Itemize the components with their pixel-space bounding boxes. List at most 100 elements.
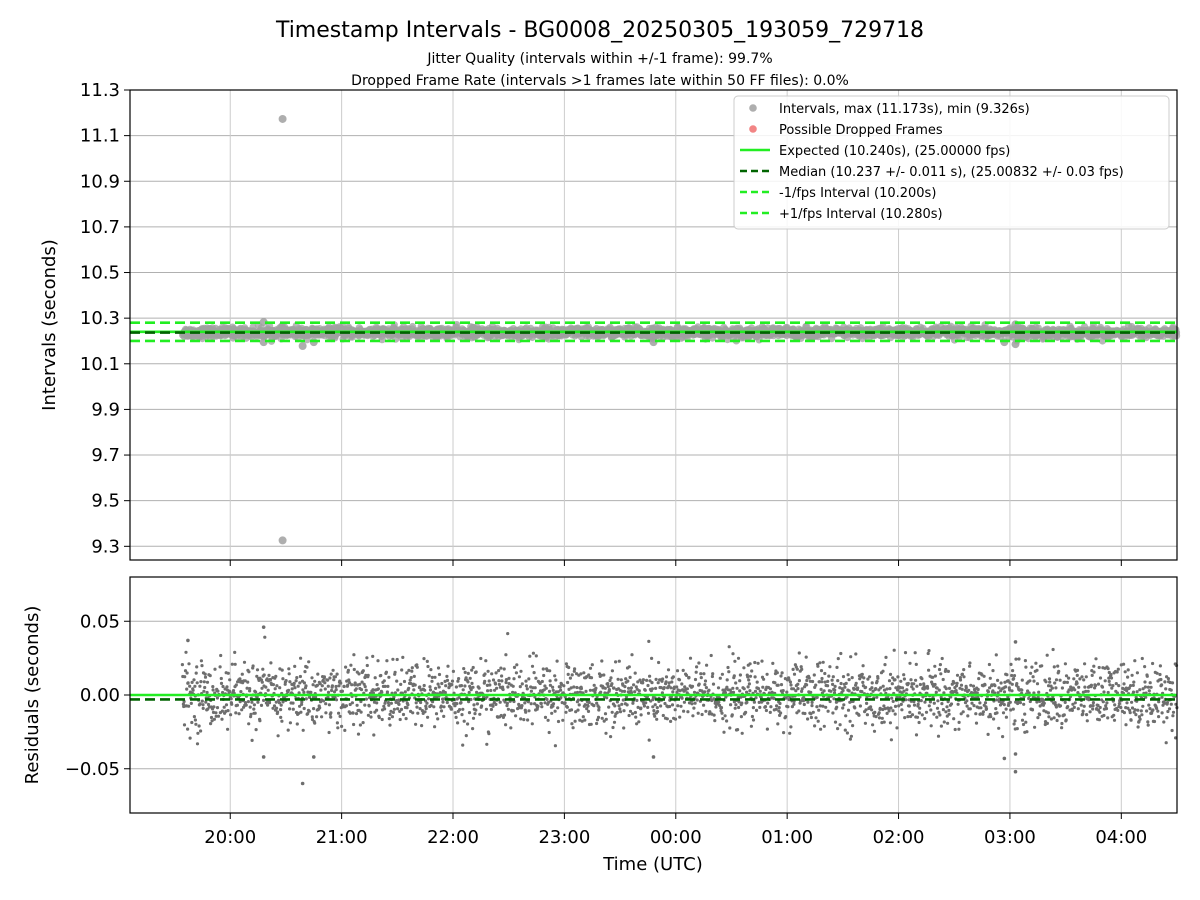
data-point bbox=[740, 731, 744, 735]
data-point bbox=[280, 668, 284, 672]
data-point bbox=[917, 720, 921, 725]
data-point bbox=[474, 670, 478, 674]
data-point bbox=[817, 708, 821, 712]
data-point bbox=[219, 676, 223, 681]
data-point bbox=[914, 662, 918, 667]
data-point bbox=[994, 653, 998, 657]
data-point bbox=[655, 717, 659, 721]
data-point bbox=[418, 685, 422, 689]
data-point bbox=[812, 673, 816, 677]
data-point bbox=[497, 679, 501, 683]
data-point bbox=[211, 685, 215, 689]
data-point bbox=[287, 688, 291, 692]
data-point bbox=[529, 702, 533, 706]
data-point bbox=[247, 722, 251, 726]
data-point bbox=[461, 743, 465, 747]
data-point bbox=[208, 674, 212, 678]
data-point bbox=[841, 706, 845, 710]
data-point bbox=[269, 661, 273, 665]
data-point bbox=[829, 689, 833, 693]
data-point bbox=[305, 665, 309, 669]
data-point bbox=[518, 685, 522, 689]
data-point bbox=[939, 724, 944, 728]
data-point bbox=[258, 719, 262, 723]
data-point bbox=[952, 681, 956, 685]
data-point bbox=[924, 710, 929, 714]
data-point bbox=[940, 702, 944, 706]
data-point bbox=[214, 711, 218, 715]
data-point bbox=[319, 688, 323, 692]
data-point bbox=[192, 715, 196, 719]
data-point bbox=[870, 686, 874, 690]
data-point bbox=[643, 688, 647, 692]
data-point bbox=[1011, 707, 1015, 711]
intervals-panel: 9.39.59.79.910.110.310.510.710.911.111.3… bbox=[39, 80, 1181, 566]
data-point bbox=[375, 683, 379, 687]
data-point bbox=[484, 659, 488, 663]
data-point bbox=[512, 677, 516, 681]
data-point bbox=[540, 705, 544, 709]
data-point bbox=[633, 690, 637, 694]
data-point bbox=[352, 667, 356, 672]
data-point bbox=[288, 680, 292, 684]
data-point bbox=[703, 679, 708, 683]
data-point bbox=[833, 720, 838, 724]
data-point bbox=[810, 704, 814, 708]
data-point bbox=[811, 710, 815, 714]
data-point bbox=[527, 677, 531, 681]
data-point bbox=[819, 687, 823, 692]
data-point bbox=[613, 704, 617, 708]
data-point bbox=[278, 686, 282, 690]
data-point bbox=[816, 719, 820, 723]
data-point bbox=[461, 688, 465, 692]
data-point bbox=[960, 687, 964, 691]
data-point bbox=[415, 665, 419, 669]
data-point bbox=[567, 665, 571, 670]
data-point bbox=[727, 670, 731, 674]
data-point bbox=[530, 722, 534, 726]
data-point bbox=[450, 679, 455, 683]
data-point bbox=[255, 668, 260, 672]
data-point bbox=[893, 712, 897, 716]
data-point bbox=[750, 669, 754, 673]
data-point bbox=[612, 720, 617, 724]
data-point bbox=[358, 723, 362, 727]
data-point bbox=[234, 711, 238, 715]
data-point bbox=[693, 701, 697, 705]
data-point bbox=[723, 714, 727, 718]
data-point bbox=[694, 670, 698, 674]
data-point bbox=[736, 728, 740, 732]
data-point bbox=[626, 679, 630, 683]
data-point bbox=[927, 704, 931, 708]
data-point bbox=[858, 704, 863, 708]
data-point bbox=[373, 676, 377, 680]
data-point bbox=[684, 673, 689, 678]
data-point bbox=[423, 710, 427, 714]
data-point bbox=[733, 706, 737, 710]
data-point bbox=[203, 685, 207, 690]
data-point bbox=[618, 707, 622, 711]
data-point bbox=[422, 657, 426, 661]
data-point bbox=[264, 685, 268, 689]
data-point bbox=[229, 713, 233, 717]
data-point bbox=[907, 704, 911, 708]
data-point bbox=[671, 690, 675, 694]
data-point bbox=[768, 687, 773, 691]
data-point bbox=[655, 706, 659, 710]
data-point bbox=[467, 711, 472, 715]
data-point bbox=[402, 679, 407, 684]
data-point bbox=[202, 680, 206, 684]
data-point bbox=[686, 710, 690, 714]
data-point bbox=[940, 656, 944, 661]
data-point bbox=[856, 686, 860, 690]
data-point bbox=[281, 700, 285, 704]
data-point bbox=[315, 715, 319, 719]
data-point bbox=[433, 675, 437, 679]
data-point bbox=[978, 701, 982, 705]
data-point bbox=[347, 678, 351, 682]
data-point bbox=[379, 673, 383, 678]
data-point bbox=[986, 690, 991, 694]
data-point bbox=[445, 678, 450, 683]
data-point bbox=[486, 689, 490, 693]
data-point bbox=[579, 686, 584, 691]
